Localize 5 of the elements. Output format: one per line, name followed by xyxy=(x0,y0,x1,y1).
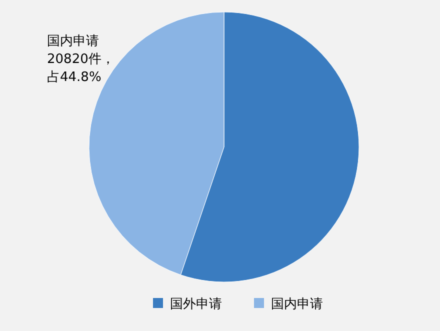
text: 20820件， xyxy=(47,52,114,67)
text: 国内申请 xyxy=(47,34,99,49)
legend-label: 国内申请 xyxy=(271,297,323,312)
text: 占44.8% xyxy=(47,70,102,85)
legend-label: 国外申请 xyxy=(170,297,222,312)
